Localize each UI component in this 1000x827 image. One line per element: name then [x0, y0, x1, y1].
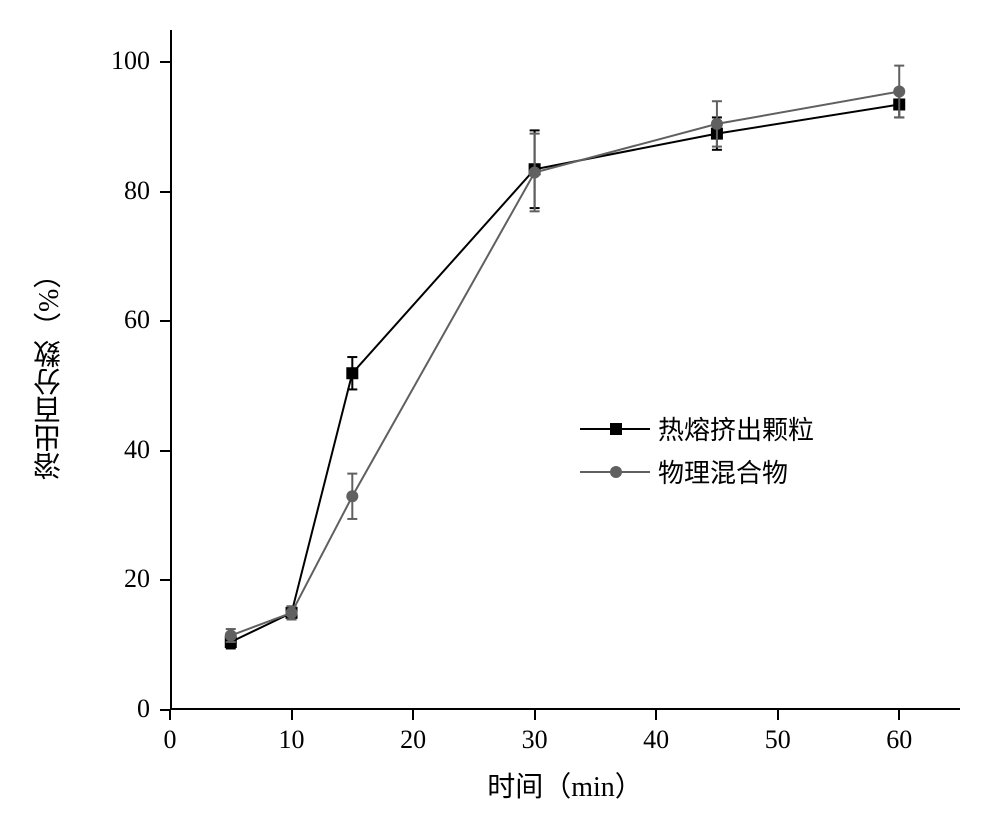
legend-item-hotmelt: 热熔挤出颗粒	[580, 410, 814, 447]
legend: 热熔挤出颗粒 物理混合物	[580, 410, 814, 496]
dissolution-chart: 溶出百分数（%） 时间（min） 热熔挤出颗粒 物理混合物 0204060801…	[0, 0, 1000, 827]
x-tick	[898, 710, 900, 720]
x-tick-label: 20	[388, 725, 438, 755]
x-tick	[777, 710, 779, 720]
y-tick-label: 60	[90, 305, 150, 335]
legend-label: 物理混合物	[658, 453, 788, 490]
y-tick	[160, 61, 170, 63]
y-tick	[160, 579, 170, 581]
y-tick	[160, 450, 170, 452]
chart-svg	[0, 0, 1000, 827]
y-tick-label: 40	[90, 435, 150, 465]
y-tick-label: 100	[90, 46, 150, 76]
x-tick	[291, 710, 293, 720]
square-marker-icon	[610, 423, 622, 435]
y-tick-label: 20	[90, 564, 150, 594]
y-tick	[160, 191, 170, 193]
x-tick-label: 50	[753, 725, 803, 755]
x-tick	[655, 710, 657, 720]
legend-label: 热熔挤出颗粒	[658, 410, 814, 447]
y-tick	[160, 320, 170, 322]
x-tick	[412, 710, 414, 720]
x-tick	[534, 710, 536, 720]
y-tick-label: 80	[90, 176, 150, 206]
x-tick-label: 0	[145, 725, 195, 755]
x-tick-label: 60	[874, 725, 924, 755]
legend-item-physical: 物理混合物	[580, 453, 814, 490]
x-tick	[169, 710, 171, 720]
legend-line-icon	[580, 428, 650, 430]
x-tick-label: 10	[267, 725, 317, 755]
circle-marker-icon	[610, 466, 622, 478]
x-tick-label: 30	[510, 725, 560, 755]
legend-line-icon	[580, 471, 650, 473]
y-tick-label: 0	[90, 694, 150, 724]
x-tick-label: 40	[631, 725, 681, 755]
